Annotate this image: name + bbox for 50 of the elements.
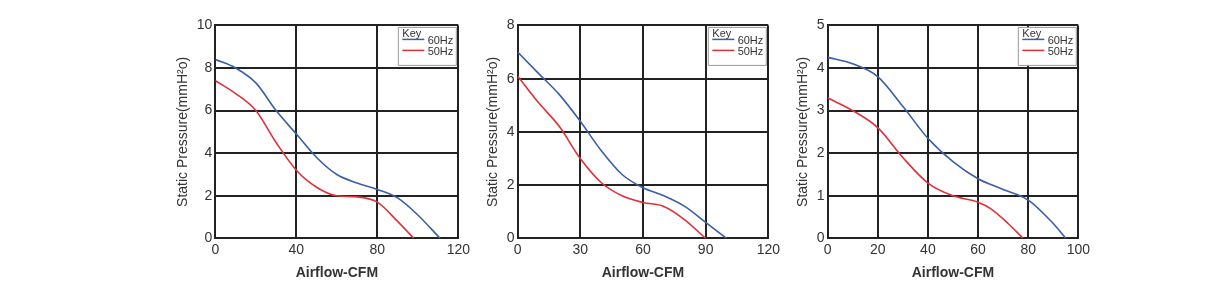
line-series: [215, 79, 415, 239]
y-axis-title: Static Pressure(mmH²o): [484, 56, 501, 207]
y-tick-label: 4: [816, 58, 825, 75]
x-tick-label: 60: [970, 240, 987, 257]
x-tick-label: 80: [369, 240, 386, 257]
x-tick-label: 20: [869, 240, 886, 257]
x-tick-label: 40: [920, 240, 936, 257]
line-series: [517, 51, 728, 239]
legend-label: 60Hz: [1047, 34, 1074, 47]
y-tick-label: 8: [506, 16, 515, 33]
y-tick-label: 0: [204, 229, 213, 246]
y-tick-label: 1: [816, 186, 825, 203]
y-tick-label: 4: [506, 122, 515, 139]
y-tick-label: 0: [816, 229, 825, 246]
x-axis-title: Airflow-CFM: [295, 264, 379, 281]
y-tick-label: 6: [204, 101, 213, 118]
line-series: [517, 75, 707, 239]
legend-label: 50Hz: [1047, 45, 1074, 58]
x-tick-label: 120: [756, 240, 781, 257]
x-tick-label: 90: [697, 240, 714, 257]
line-series: [215, 58, 441, 239]
y-tick-label: 6: [506, 69, 515, 86]
x-axis-title: Airflow-CFM: [911, 264, 995, 281]
legend-label: 60Hz: [737, 34, 764, 47]
line-series: [827, 97, 1024, 239]
legend-title: Key: [712, 27, 732, 40]
x-tick-label: 30: [572, 240, 589, 257]
x-tick-label: 100: [1066, 240, 1091, 257]
legend-label: 50Hz: [427, 45, 454, 58]
y-tick-label: 8: [204, 58, 213, 75]
legend-title: Key: [402, 27, 422, 40]
legend-title: Key: [1022, 27, 1042, 40]
y-axis-title: Static Pressure(mmH²o): [794, 56, 811, 207]
line-series: [827, 56, 1067, 239]
y-axis-title: Static Pressure(mmH²o): [174, 56, 191, 207]
legend-label: 60Hz: [427, 34, 454, 47]
x-tick-label: 120: [446, 240, 471, 257]
x-tick-label: 40: [288, 240, 305, 257]
x-axis-title: Airflow-CFM: [601, 264, 685, 281]
y-tick-label: 4: [204, 144, 213, 161]
y-tick-label: 2: [204, 186, 213, 203]
y-tick-label: 3: [816, 101, 825, 118]
legend-label: 50Hz: [737, 45, 764, 58]
x-tick-label: 60: [635, 240, 651, 257]
y-tick-label: 2: [816, 144, 825, 161]
y-tick-label: 0: [506, 229, 515, 246]
y-tick-label: 2: [506, 176, 515, 193]
y-tick-label: 10: [196, 16, 213, 33]
y-tick-label: 5: [816, 16, 825, 33]
x-tick-label: 80: [1020, 240, 1037, 257]
